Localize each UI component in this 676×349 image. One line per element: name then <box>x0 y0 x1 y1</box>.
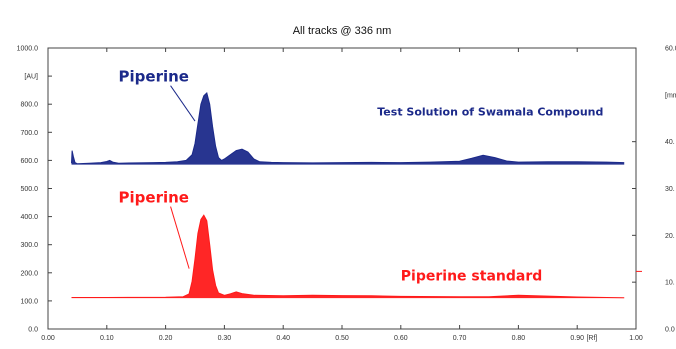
y-tick-label: 200.0 <box>20 270 38 277</box>
y2-tick-label: 20. <box>665 233 675 240</box>
series-area-1 <box>71 215 625 299</box>
x-tick-label: 0.30 <box>218 335 232 342</box>
annotation-arrow <box>170 206 190 269</box>
x-tick-label: 1.00 <box>629 335 643 342</box>
x-tick-label: 0.90 <box>570 335 584 342</box>
series-area-0 <box>71 93 625 165</box>
annotation-label: Piperine standard <box>401 269 542 285</box>
y-tick-label: 500.0 <box>20 186 38 193</box>
x-tick-label: 0.10 <box>100 335 114 342</box>
y2-tick-label: 10. <box>665 280 675 287</box>
y-tick-label: 300.0 <box>20 242 38 249</box>
y-axis-label: [AU] <box>24 74 38 81</box>
x-tick-label: 0.70 <box>453 335 467 342</box>
annotation-label: Test Solution of Swamala Compound <box>377 105 603 118</box>
y-tick-label: 600.0 <box>20 158 38 165</box>
y-tick-label: 700.0 <box>20 130 38 137</box>
x-axis-label: [Rf] <box>586 335 597 342</box>
annotation-label: Piperine <box>119 68 189 86</box>
y-tick-label: 1000.0 <box>17 46 39 53</box>
x-tick-label: 0.40 <box>276 335 290 342</box>
annotation-layer: Piperine Test Solution of Swamala Compoun… <box>119 68 604 285</box>
x-tick-label: 0.00 <box>41 335 55 342</box>
y2-tick-label: 30. <box>665 186 675 193</box>
y2-tick-label: 40. <box>665 139 675 146</box>
annotation-label: Piperine <box>119 189 189 207</box>
y-tick-label: 800.0 <box>20 102 38 109</box>
series-layer <box>71 92 625 299</box>
series-line-1 <box>71 214 625 299</box>
y-tick-label: 0.0 <box>28 327 38 334</box>
x-tick-label: 0.80 <box>512 335 526 342</box>
x-tick-label: 0.50 <box>335 335 349 342</box>
x-tick-label: 0.60 <box>394 335 408 342</box>
y2-tick-label: 60.0 <box>665 46 676 53</box>
y2-tick-label: 0.0 <box>665 327 675 334</box>
y-tick-label: 100.0 <box>20 298 38 305</box>
y-tick-label: 400.0 <box>20 214 38 221</box>
axes: 0.00 0.10 0.20 0.30 0.40 0.50 0.60 0.70 0.80 0.90… <box>17 46 676 343</box>
chart-title: All tracks @ 336 nm <box>293 25 392 37</box>
annotation-arrow <box>170 85 196 122</box>
x-tick-label: 0.20 <box>159 335 173 342</box>
series-line-0 <box>71 92 625 165</box>
y2-axis-label: [mm] <box>665 92 676 99</box>
